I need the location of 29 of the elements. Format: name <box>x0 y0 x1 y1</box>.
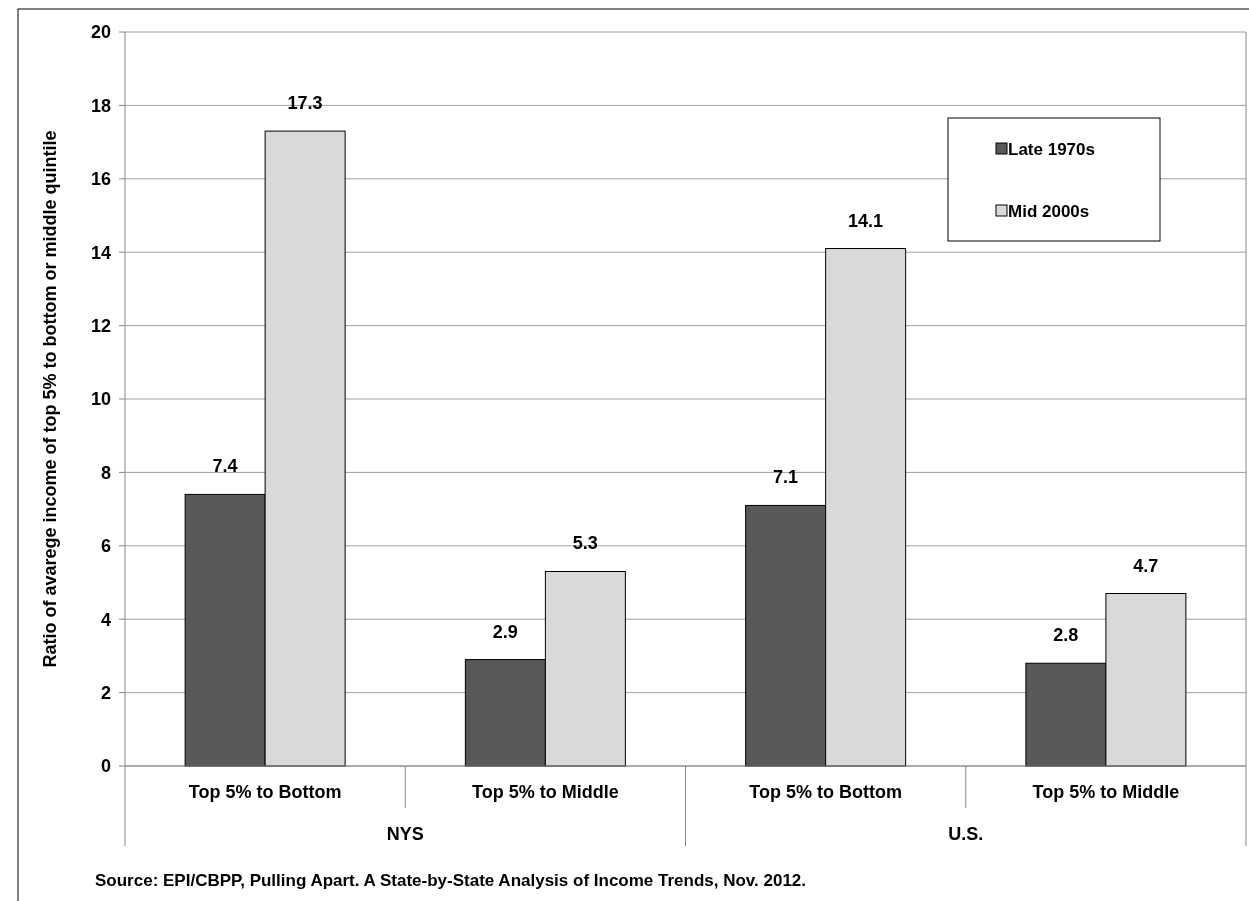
source-note: Source: EPI/CBPP, Pulling Apart. A State-by-State Analysis of Income Trends, Nov. 2012. <box>95 871 807 890</box>
data-label: 2.9 <box>492 621 518 642</box>
y-tick-label: 14 <box>90 242 111 263</box>
legend-label: Mid 2000s <box>1008 201 1090 221</box>
y-tick-label: 10 <box>90 389 111 410</box>
data-label: 7.4 <box>212 456 238 477</box>
x-tick-label: Top 5% to Bottom <box>749 782 902 802</box>
data-label: 2.8 <box>1053 625 1079 646</box>
y-tick-label: 0 <box>100 756 111 777</box>
data-label: 14.1 <box>848 210 884 231</box>
x-tick-label: Top 5% to Bottom <box>188 782 342 802</box>
text: U.S. <box>948 824 984 844</box>
y-tick-label: 12 <box>90 315 111 336</box>
data-label: 17.3 <box>287 93 323 114</box>
y-tick-label: 2 <box>100 682 111 703</box>
data-label: 4.7 <box>1133 555 1159 576</box>
x-tick-label: Top 5% to Middle <box>472 782 619 802</box>
legend-label: Late 1970s <box>1008 139 1095 159</box>
text: NYS <box>386 824 424 844</box>
y-tick-label: 20 <box>90 22 111 43</box>
y-axis-title: Ratio of avarege income of top 5% to bottom or middle quintile <box>40 130 60 668</box>
x-tick-label: Top 5% to Middle <box>1032 782 1180 802</box>
data-label: 5.3 <box>572 533 598 554</box>
y-tick-label: 16 <box>90 169 111 190</box>
y-tick-label: 4 <box>100 609 111 630</box>
data-label: 7.1 <box>773 467 799 488</box>
y-tick-label: 8 <box>100 462 111 483</box>
y-tick-label: 18 <box>90 95 111 116</box>
y-tick-label: 6 <box>100 536 111 557</box>
